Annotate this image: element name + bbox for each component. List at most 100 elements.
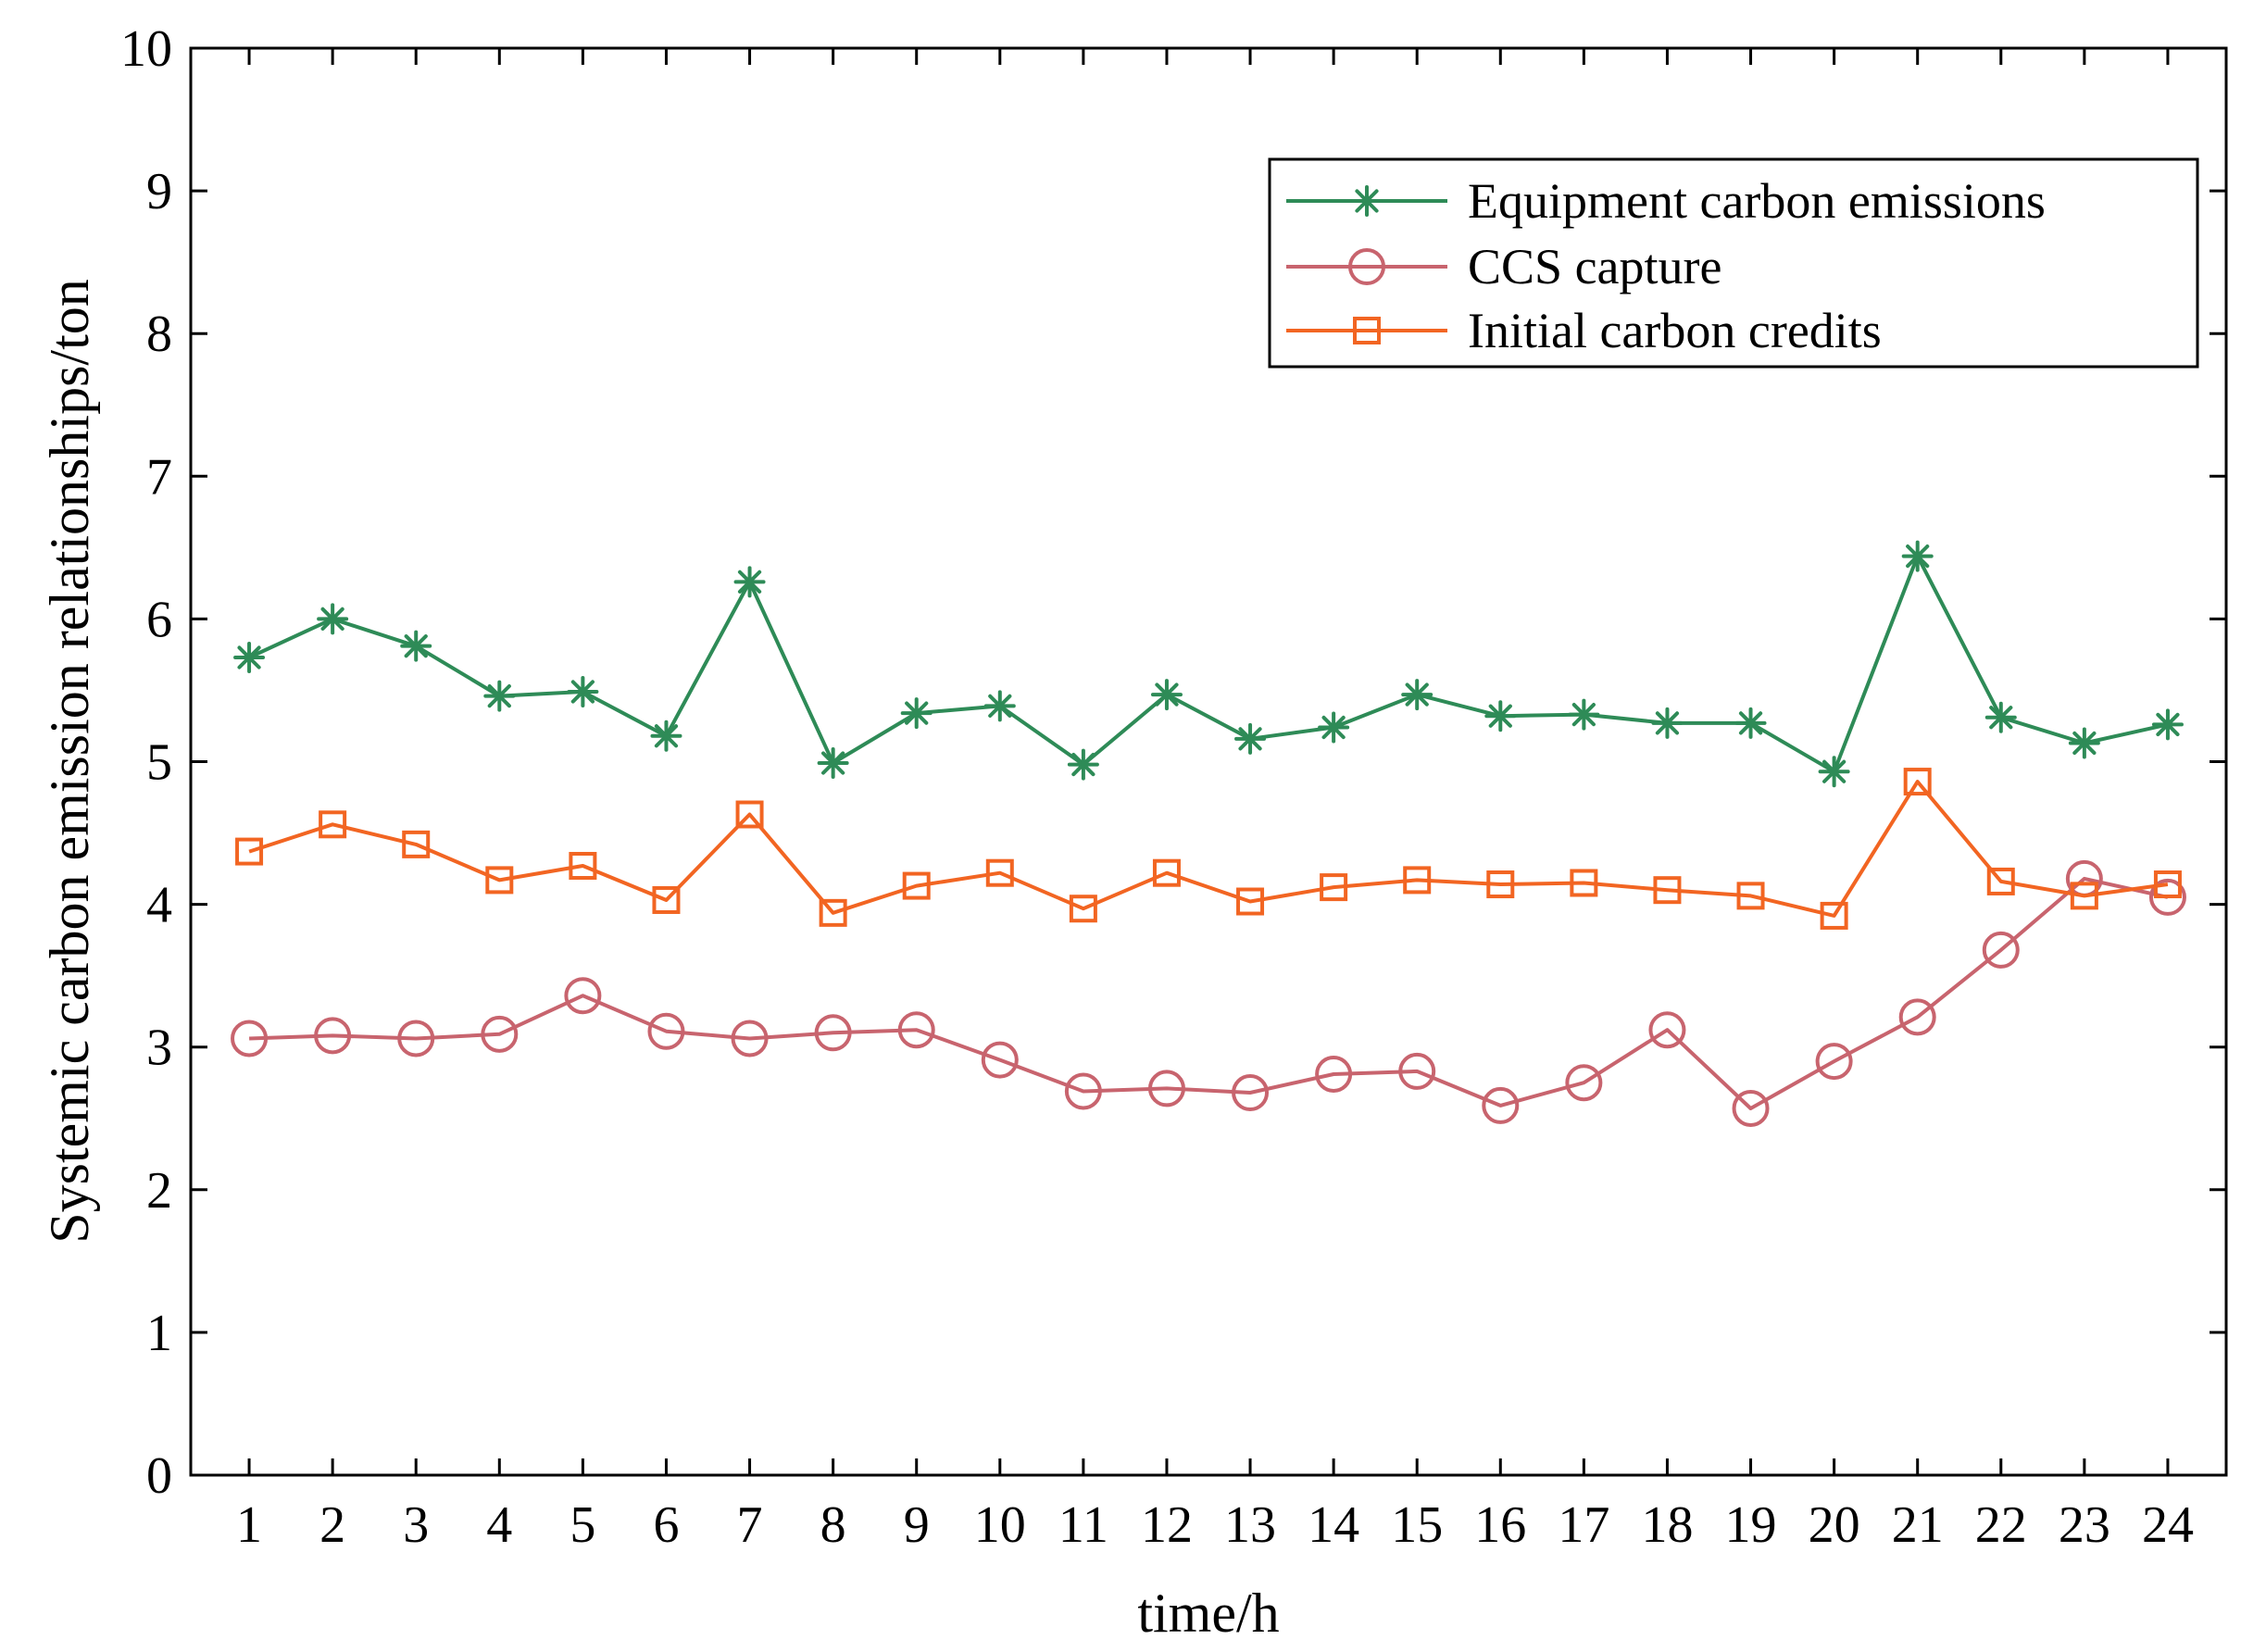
x-tick-label: 7 xyxy=(737,1496,763,1554)
data-point xyxy=(2151,708,2184,741)
data-point xyxy=(1315,1055,1353,1093)
data-point xyxy=(319,810,347,839)
data-point xyxy=(1986,867,2015,895)
data-point xyxy=(1152,858,1181,887)
x-tick-label: 22 xyxy=(1975,1496,2027,1554)
x-tick-label: 2 xyxy=(319,1496,345,1554)
data-point xyxy=(731,1020,769,1058)
x-tick-label: 16 xyxy=(1474,1496,1526,1554)
legend-marker xyxy=(1348,248,1385,285)
data-point xyxy=(985,858,1014,887)
x-tick-label: 8 xyxy=(820,1496,846,1554)
data-point xyxy=(1403,866,1432,895)
x-tick-label: 24 xyxy=(2142,1496,2194,1554)
data-point xyxy=(814,1014,852,1052)
data-point xyxy=(1982,931,2020,969)
legend-label: CCS capture xyxy=(1468,239,1721,294)
data-point xyxy=(1820,901,1848,930)
data-point xyxy=(1064,1072,1102,1110)
y-tick-label: 7 xyxy=(146,448,172,506)
data-point xyxy=(233,642,266,674)
data-point xyxy=(902,871,931,900)
data-point xyxy=(402,830,431,858)
series-circle xyxy=(231,859,2186,1127)
legend-entry: Equipment carbon emissions xyxy=(1286,173,2046,229)
data-point xyxy=(1898,998,1936,1036)
data-point xyxy=(900,697,933,730)
y-tick-label: 9 xyxy=(146,163,172,220)
data-point xyxy=(1236,887,1265,916)
data-point xyxy=(231,1020,269,1058)
data-point xyxy=(1486,870,1515,899)
data-point xyxy=(1651,707,1684,739)
data-point xyxy=(235,837,264,866)
legend-entry: CCS capture xyxy=(1286,239,1721,294)
data-point xyxy=(485,866,514,895)
data-point xyxy=(1903,768,1932,796)
data-point xyxy=(735,800,764,829)
data-point xyxy=(1818,756,1850,788)
y-tick-labels: 0 1 2 3 4 5 6 7 8 9 10 xyxy=(120,20,172,1505)
y-tick-label: 2 xyxy=(146,1162,172,1220)
x-tick-label: 19 xyxy=(1725,1496,1777,1554)
data-point xyxy=(650,720,682,752)
data-point xyxy=(2070,882,2098,910)
data-point xyxy=(567,675,599,707)
legend-label: Initial carbon credits xyxy=(1468,303,1882,358)
data-point xyxy=(981,1041,1019,1079)
x-tick-label: 4 xyxy=(486,1496,512,1554)
data-point xyxy=(1653,876,1682,905)
data-point xyxy=(983,690,1016,722)
data-point xyxy=(652,885,681,914)
data-point xyxy=(483,680,516,712)
x-tick-label: 14 xyxy=(1308,1496,1359,1554)
data-point xyxy=(481,1015,519,1053)
data-point xyxy=(1069,895,1097,923)
data-point xyxy=(1984,701,2017,733)
y-tick-label: 10 xyxy=(120,20,172,78)
data-point xyxy=(647,1012,685,1050)
data-point xyxy=(1067,748,1099,781)
data-point xyxy=(1648,1011,1686,1049)
data-point xyxy=(1565,1064,1603,1102)
data-point xyxy=(569,851,597,880)
x-tick-label: 15 xyxy=(1391,1496,1443,1554)
x-tick-label: 21 xyxy=(1892,1496,1944,1554)
data-point xyxy=(1150,679,1183,711)
data-point xyxy=(564,977,602,1015)
series-asterisk xyxy=(233,540,2184,788)
y-tick-label: 3 xyxy=(146,1020,172,1077)
legend-entry: Initial carbon credits xyxy=(1286,303,1882,358)
data-point xyxy=(2148,878,2186,916)
data-point xyxy=(2153,870,2182,899)
x-tick-label: 5 xyxy=(570,1496,595,1554)
y-axis-title: Systemic carbon emission relationships/t… xyxy=(39,279,100,1244)
data-point xyxy=(314,1017,352,1055)
x-tick-label: 11 xyxy=(1058,1496,1108,1554)
legend-marker xyxy=(1353,317,1381,344)
x-tick-label: 13 xyxy=(1224,1496,1276,1554)
x-tick-label: 18 xyxy=(1641,1496,1693,1554)
data-point xyxy=(317,603,349,635)
series-layer xyxy=(231,540,2186,1127)
legend: Equipment carbon emissions CCS capture Ini… xyxy=(1268,157,2199,369)
y-tick-label: 1 xyxy=(146,1305,172,1362)
x-tick-label: 9 xyxy=(904,1496,930,1554)
data-point xyxy=(1320,873,1348,902)
data-point xyxy=(1732,1089,1770,1127)
data-point xyxy=(1815,1043,1853,1081)
data-point xyxy=(1401,679,1433,711)
x-tick-label: 1 xyxy=(236,1496,262,1554)
axis-ticks xyxy=(191,46,2226,1477)
y-tick-label: 6 xyxy=(146,591,172,648)
x-tick-label: 10 xyxy=(974,1496,1026,1554)
legend-marker xyxy=(1351,185,1383,217)
x-tick-label: 3 xyxy=(403,1496,429,1554)
x-tick-label: 12 xyxy=(1141,1496,1193,1554)
x-tick-label: 6 xyxy=(653,1496,679,1554)
data-point xyxy=(1234,722,1267,755)
y-tick-label: 5 xyxy=(146,734,172,792)
data-point xyxy=(1398,1052,1436,1090)
data-point xyxy=(1568,698,1600,731)
